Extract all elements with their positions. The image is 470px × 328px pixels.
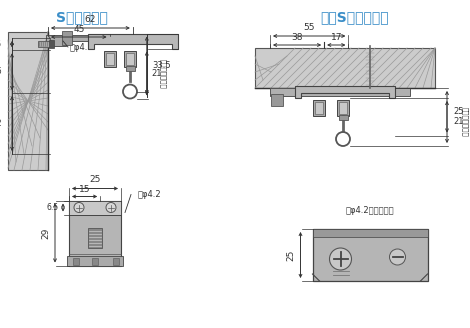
Bar bbox=[124, 51, 136, 67]
Text: 25: 25 bbox=[453, 107, 463, 116]
Text: 6.5: 6.5 bbox=[47, 203, 59, 212]
Bar bbox=[313, 100, 325, 116]
Bar bbox=[69, 200, 121, 215]
Circle shape bbox=[74, 202, 84, 213]
Bar bbox=[88, 228, 102, 248]
Bar bbox=[126, 66, 135, 71]
Bar bbox=[67, 256, 123, 265]
Text: 稴φ4.2: 稴φ4.2 bbox=[137, 190, 161, 199]
Text: Sブラケット: Sブラケット bbox=[56, 10, 108, 24]
Bar bbox=[313, 229, 428, 281]
Bar bbox=[313, 229, 428, 237]
Text: 32: 32 bbox=[0, 119, 2, 128]
Bar bbox=[92, 257, 98, 264]
Bar bbox=[106, 52, 114, 65]
Bar bbox=[46, 34, 135, 41]
Bar bbox=[49, 40, 54, 48]
Text: 33.5: 33.5 bbox=[152, 61, 171, 70]
Text: 55: 55 bbox=[304, 23, 315, 32]
Text: 6.5: 6.5 bbox=[0, 40, 2, 49]
Text: 21: 21 bbox=[152, 69, 162, 78]
Circle shape bbox=[106, 202, 116, 213]
Text: 21: 21 bbox=[453, 117, 463, 127]
Bar bbox=[271, 94, 283, 106]
Polygon shape bbox=[48, 34, 66, 46]
Bar bbox=[315, 102, 323, 114]
Text: 22.5: 22.5 bbox=[0, 67, 2, 76]
Bar bbox=[337, 100, 349, 116]
Text: 稴φ4.2: 稴φ4.2 bbox=[70, 43, 94, 51]
Text: 25: 25 bbox=[89, 175, 101, 184]
Text: 29: 29 bbox=[41, 227, 50, 239]
Circle shape bbox=[329, 248, 352, 270]
Bar bbox=[73, 257, 79, 264]
Bar bbox=[62, 31, 72, 45]
Bar bbox=[255, 48, 435, 88]
Text: （カン下寨法）: （カン下寨法） bbox=[462, 107, 468, 137]
Bar bbox=[38, 41, 52, 47]
Text: 天井Sブラケット: 天井Sブラケット bbox=[321, 10, 389, 24]
Polygon shape bbox=[295, 86, 395, 98]
Text: （カン下寨法）: （カン下寨法） bbox=[159, 59, 166, 89]
Bar bbox=[126, 52, 134, 65]
Bar bbox=[8, 32, 48, 170]
Polygon shape bbox=[88, 33, 178, 49]
Bar bbox=[270, 88, 410, 96]
Text: 38: 38 bbox=[291, 33, 303, 42]
Bar bbox=[339, 102, 347, 114]
Text: 45: 45 bbox=[73, 25, 85, 34]
Text: 15: 15 bbox=[79, 184, 90, 194]
Bar bbox=[69, 200, 121, 265]
Bar bbox=[104, 51, 116, 67]
Text: 62: 62 bbox=[85, 15, 96, 24]
Text: 稴φ4.2（座栀付）: 稴φ4.2（座栀付） bbox=[346, 206, 394, 215]
Circle shape bbox=[390, 249, 406, 265]
Bar bbox=[113, 257, 119, 264]
Text: 25: 25 bbox=[287, 249, 296, 261]
Text: 17: 17 bbox=[330, 33, 342, 42]
Bar bbox=[339, 115, 348, 120]
